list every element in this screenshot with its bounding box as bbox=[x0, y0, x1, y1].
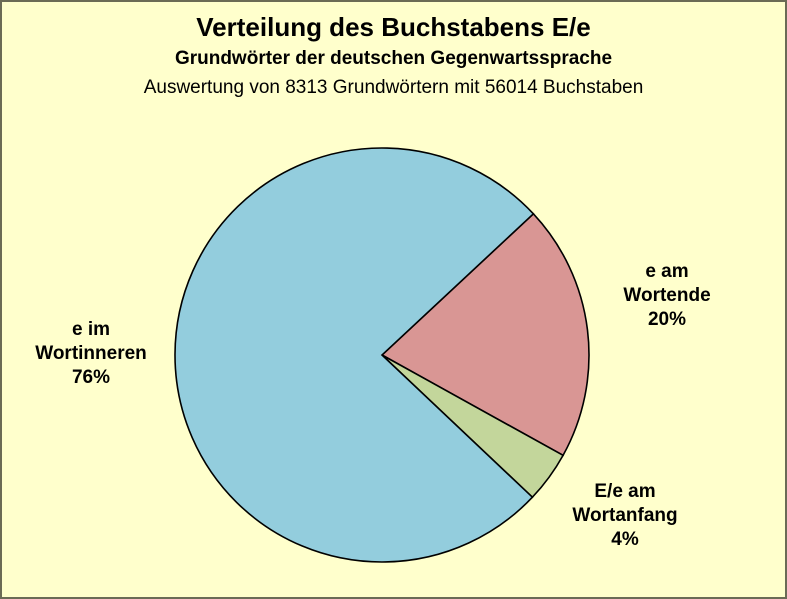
chart-title: Verteilung des Buchstabens E/e bbox=[196, 12, 591, 42]
slice-label-e-am-wortende: e am Wortende 20% bbox=[623, 261, 711, 330]
chart-subtitle: Grundwörter der deutschen Gegenwartsspra… bbox=[174, 48, 613, 69]
slice-label-e-im-wortinneren: e im Wortinneren 76% bbox=[35, 319, 147, 388]
chart-note: Auswertung von 8313 Grundwörtern mit 560… bbox=[143, 77, 644, 98]
pie-slice-e-im-wortinneren bbox=[174, 147, 535, 563]
chart-header: Verteilung des Buchstabens E/e Grundwört… bbox=[2, 12, 785, 99]
slice-label-ee-am-wortanfang: E/e am Wortanfang 4% bbox=[572, 481, 678, 550]
pie-slice-e-am-wortende bbox=[380, 212, 590, 457]
